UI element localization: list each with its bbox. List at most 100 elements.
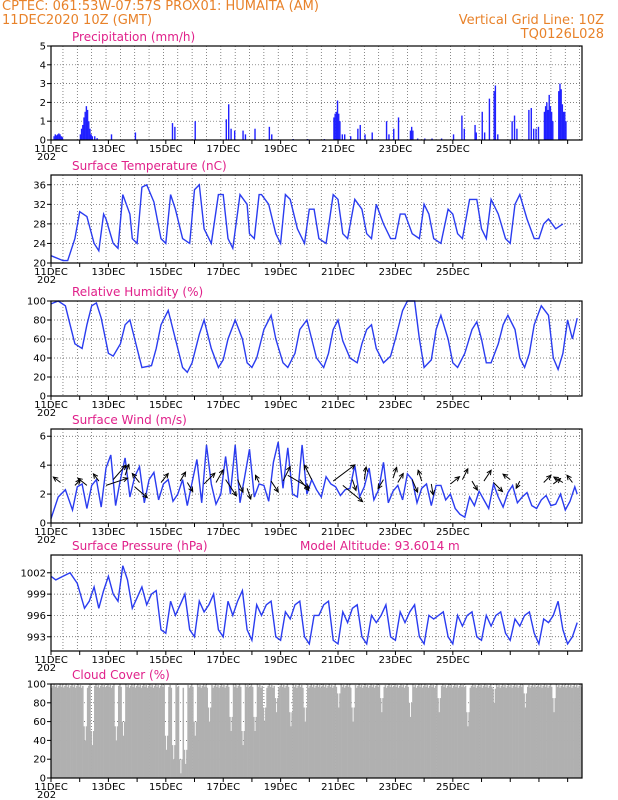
cloud-bar bbox=[237, 685, 240, 778]
cloud-bar bbox=[229, 716, 231, 778]
precip-bar bbox=[543, 111, 546, 140]
cloud-bar bbox=[421, 687, 424, 778]
cloud-bar bbox=[559, 687, 561, 778]
panel-frame bbox=[50, 428, 583, 524]
cloud-bar bbox=[550, 686, 553, 778]
cloud-bar bbox=[461, 686, 463, 778]
panel-frame bbox=[50, 554, 583, 652]
precip-bar bbox=[334, 113, 336, 140]
x-tick-label: 15DEC bbox=[149, 782, 183, 793]
cloud-bar bbox=[168, 686, 170, 778]
cloud-bar bbox=[388, 684, 390, 778]
precip-bar bbox=[242, 130, 244, 140]
cloud-bar bbox=[225, 685, 228, 778]
cloud-bar bbox=[290, 726, 292, 778]
cloud-bar bbox=[122, 735, 125, 778]
x-year-label-clipped: 202 bbox=[37, 535, 56, 546]
cloud-bar bbox=[206, 687, 208, 778]
x-tick-label: 11DEC bbox=[34, 267, 68, 278]
cloud-bar bbox=[347, 686, 350, 778]
x-tick-label: 19DEC bbox=[264, 267, 298, 278]
cloud-bar bbox=[67, 684, 70, 778]
cloud-bar bbox=[443, 686, 445, 778]
series-line bbox=[50, 300, 578, 374]
x-tick-label: 17DEC bbox=[206, 655, 240, 666]
cloud-bar bbox=[304, 721, 307, 778]
cloud-bar bbox=[439, 698, 442, 778]
cloud-bar bbox=[524, 707, 527, 778]
cloud-bar bbox=[544, 686, 547, 778]
y-tick-label: 20 bbox=[33, 373, 46, 384]
cloud-bar bbox=[440, 685, 443, 778]
cloud-bar bbox=[128, 687, 131, 778]
cloud-bar bbox=[312, 684, 315, 778]
cloud-bar bbox=[267, 685, 269, 778]
cloud-bar bbox=[259, 684, 261, 778]
wind-arrowhead bbox=[352, 485, 358, 492]
cloud-bar bbox=[134, 687, 137, 778]
precip-bar bbox=[516, 128, 518, 140]
precip-bar bbox=[552, 121, 554, 140]
cloud-bar bbox=[351, 707, 353, 778]
cloud-bar bbox=[528, 684, 530, 778]
cloud-bar bbox=[481, 687, 484, 778]
cloud-bar bbox=[389, 686, 391, 778]
precip-bar bbox=[268, 126, 271, 140]
precip-bar bbox=[271, 134, 273, 140]
cloud-bar bbox=[201, 685, 204, 778]
cloud-bar bbox=[522, 684, 524, 778]
cloud-bar bbox=[86, 687, 89, 778]
cloud-bar bbox=[375, 685, 377, 778]
cloud-bar bbox=[426, 684, 429, 778]
cloud-bar bbox=[116, 726, 119, 778]
cloud-bar bbox=[525, 693, 528, 778]
cloud-bar bbox=[230, 731, 232, 778]
cloud-bar bbox=[80, 687, 83, 778]
y-tick-label: 4 bbox=[40, 60, 46, 71]
panel-frame bbox=[50, 45, 583, 141]
precip-bar bbox=[410, 126, 413, 140]
cloud-bar bbox=[482, 685, 485, 778]
wind-arrow bbox=[493, 482, 503, 492]
cloud-bar bbox=[474, 684, 476, 778]
cloud-bar bbox=[59, 684, 61, 778]
cloud-bar bbox=[170, 687, 173, 778]
wind-arrowhead bbox=[124, 463, 130, 470]
cloud-bar bbox=[263, 721, 266, 778]
cloud-bar bbox=[541, 687, 543, 778]
precip-bar bbox=[494, 85, 497, 140]
cloud-bar bbox=[538, 686, 541, 778]
wind-arrowhead bbox=[246, 494, 252, 501]
x-tick-label: 21DEC bbox=[321, 655, 355, 666]
wind-arrow bbox=[397, 473, 404, 483]
wind-arrow bbox=[304, 464, 313, 480]
cloud-bar bbox=[202, 684, 205, 778]
cloud-bar bbox=[65, 684, 67, 778]
cloud-bar bbox=[430, 684, 432, 778]
cloud-bar bbox=[477, 684, 480, 778]
panel-title: Surface Wind (m/s) bbox=[72, 413, 187, 427]
cloud-bar bbox=[416, 685, 419, 778]
precip-bar bbox=[537, 126, 540, 140]
cloud-bar bbox=[228, 686, 230, 778]
cloud-bar bbox=[97, 684, 100, 778]
cloud-bar bbox=[560, 685, 562, 778]
cloud-bar bbox=[464, 685, 467, 778]
cloud-bar bbox=[115, 740, 118, 778]
cloud-bar bbox=[521, 686, 523, 778]
cloud-bar bbox=[183, 749, 186, 778]
cloud-bar bbox=[358, 684, 360, 778]
cloud-bar bbox=[255, 716, 258, 778]
x-year-label-clipped: 202 bbox=[37, 408, 56, 419]
precip-bar bbox=[412, 130, 414, 140]
wind-arrowhead bbox=[417, 469, 422, 476]
cloud-bar bbox=[515, 686, 517, 778]
cloud-bar bbox=[101, 684, 103, 778]
cloud-bar bbox=[310, 684, 313, 778]
precip-bar bbox=[513, 115, 516, 140]
cloud-bar bbox=[445, 687, 448, 778]
cloud-bar bbox=[509, 686, 511, 778]
cloud-bar bbox=[448, 684, 450, 778]
cloud-bar bbox=[76, 685, 78, 778]
precip-bar bbox=[59, 134, 61, 140]
